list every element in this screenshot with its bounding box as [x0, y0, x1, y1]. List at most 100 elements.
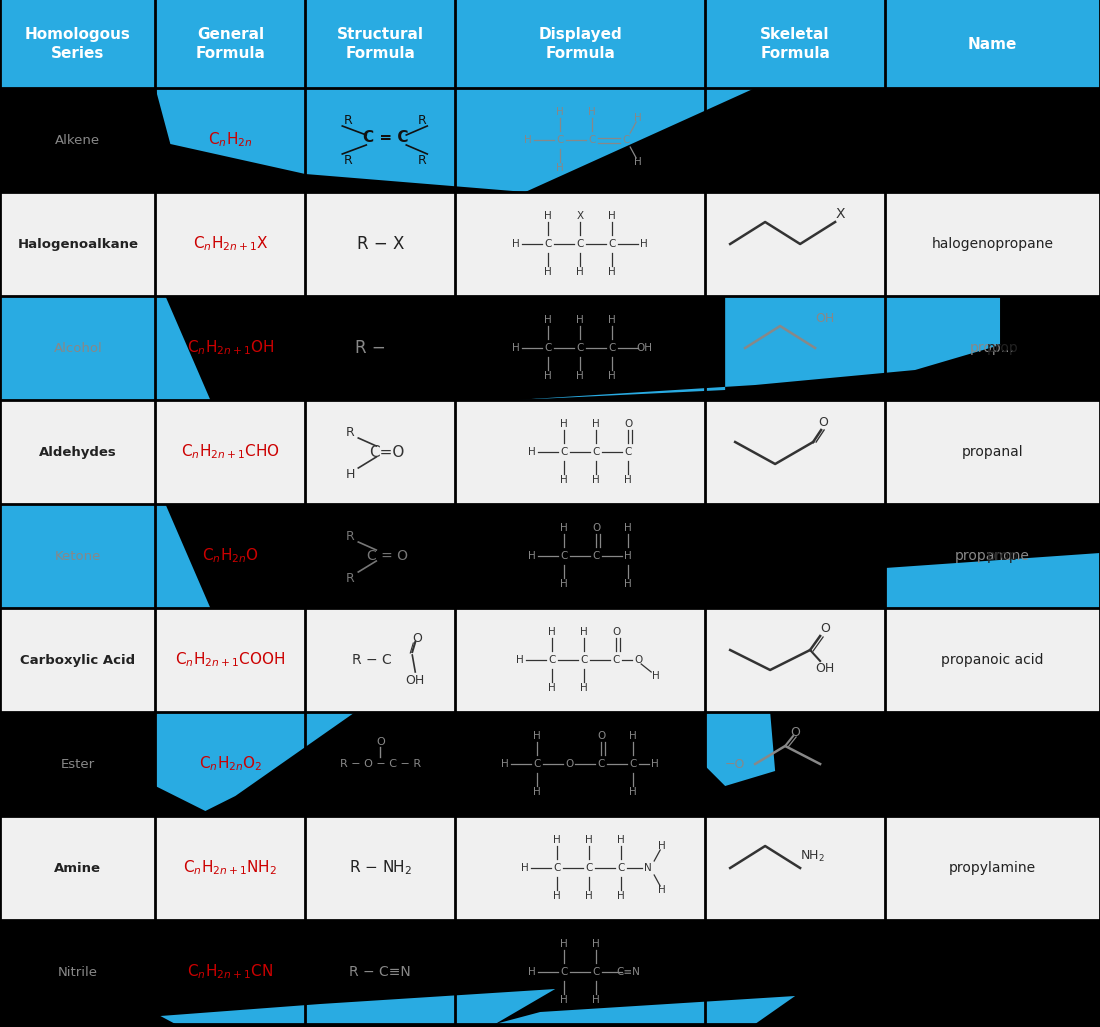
Text: C: C — [544, 239, 552, 249]
Text: H: H — [576, 267, 584, 277]
Polygon shape — [0, 296, 210, 400]
Bar — [455, 920, 705, 1024]
Bar — [886, 296, 1100, 400]
Text: H: H — [651, 759, 659, 769]
Bar — [886, 816, 1100, 920]
Text: R: R — [418, 153, 427, 166]
Polygon shape — [161, 989, 556, 1024]
Polygon shape — [155, 88, 755, 192]
Text: R − C: R − C — [352, 653, 392, 667]
Text: halogenopropane: halogenopropane — [932, 237, 1054, 251]
Text: O: O — [597, 731, 605, 741]
Bar — [705, 0, 886, 88]
Text: H: H — [534, 787, 541, 797]
Text: C: C — [613, 655, 620, 665]
Text: C: C — [581, 655, 587, 665]
Text: H: H — [557, 163, 564, 173]
Bar — [886, 88, 1100, 192]
Text: H: H — [534, 731, 541, 741]
Text: H: H — [658, 841, 666, 851]
Text: C$_n$H$_{2n}$: C$_n$H$_{2n}$ — [208, 130, 253, 149]
Text: H: H — [608, 211, 616, 221]
Text: C$_n$H$_{2n}$O$_2$: C$_n$H$_{2n}$O$_2$ — [199, 755, 262, 773]
Text: H: H — [640, 239, 648, 249]
Bar — [705, 608, 886, 712]
Text: H: H — [345, 467, 355, 481]
Bar — [306, 608, 455, 712]
Text: H: H — [528, 551, 536, 561]
Text: O: O — [565, 759, 573, 769]
Text: H: H — [548, 627, 557, 637]
Text: propanone: propanone — [955, 549, 1030, 563]
Text: R − O − C − R: R − O − C − R — [340, 759, 421, 769]
Text: General
Formula: General Formula — [196, 27, 265, 62]
Text: H: H — [608, 315, 616, 325]
Bar — [155, 296, 306, 400]
Text: H: H — [544, 371, 552, 381]
Text: H: H — [625, 523, 632, 533]
Text: C: C — [617, 863, 625, 873]
Text: Aldehydes: Aldehydes — [39, 446, 117, 458]
Text: Homologous
Series: Homologous Series — [25, 27, 131, 62]
Text: H: H — [585, 835, 593, 845]
Text: C: C — [597, 759, 605, 769]
Bar — [306, 504, 455, 608]
Bar — [155, 608, 306, 712]
Text: H: H — [608, 267, 616, 277]
Polygon shape — [495, 996, 795, 1024]
Text: H: H — [592, 419, 601, 429]
Bar — [455, 0, 705, 88]
Text: Ketone: Ketone — [55, 549, 101, 563]
Text: H: H — [617, 835, 625, 845]
Text: R: R — [418, 114, 427, 126]
Bar — [886, 920, 1100, 1024]
Text: C: C — [576, 343, 584, 353]
Text: Structural
Formula: Structural Formula — [337, 27, 424, 62]
Text: Nitrile: Nitrile — [58, 965, 98, 979]
Text: H: H — [588, 107, 596, 117]
Text: H: H — [635, 113, 642, 123]
Text: C: C — [593, 447, 600, 457]
Text: O: O — [412, 632, 422, 645]
Bar — [306, 816, 455, 920]
Text: H: H — [560, 579, 568, 589]
Text: H: H — [635, 157, 642, 167]
Text: C$_n$H$_{2n}$O: C$_n$H$_{2n}$O — [202, 546, 258, 565]
Text: OH: OH — [636, 343, 652, 353]
Text: H: H — [592, 995, 601, 1005]
Bar — [455, 296, 705, 400]
Bar — [306, 920, 455, 1024]
Bar — [0, 0, 155, 88]
Text: Halogenoalkane: Halogenoalkane — [18, 237, 139, 251]
Text: H: H — [528, 967, 536, 977]
Text: H: H — [553, 835, 561, 845]
Bar — [306, 88, 455, 192]
Bar — [705, 504, 886, 608]
Bar — [455, 816, 705, 920]
Text: H: H — [658, 885, 666, 895]
Text: H: H — [576, 371, 584, 381]
Text: H: H — [548, 683, 557, 693]
Bar — [306, 296, 455, 400]
Bar — [886, 712, 1100, 816]
Bar — [705, 88, 886, 192]
Bar — [705, 192, 886, 296]
Bar — [155, 712, 306, 816]
Text: C = C: C = C — [363, 129, 408, 145]
Text: H: H — [592, 476, 601, 485]
Text: H: H — [625, 579, 632, 589]
Text: C = O: C = O — [366, 549, 408, 563]
Bar — [455, 712, 705, 816]
Text: C$_n$H$_{2n+1}$OH: C$_n$H$_{2n+1}$OH — [187, 339, 274, 357]
Text: C: C — [534, 759, 541, 769]
Text: H: H — [521, 863, 529, 873]
Text: R: R — [345, 530, 354, 542]
Text: O: O — [592, 523, 601, 533]
Text: H: H — [544, 315, 552, 325]
Text: H: H — [652, 671, 660, 681]
Polygon shape — [155, 712, 355, 811]
Text: H: H — [560, 523, 568, 533]
Text: C: C — [629, 759, 637, 769]
Text: C: C — [576, 239, 584, 249]
Text: O: O — [634, 655, 642, 665]
